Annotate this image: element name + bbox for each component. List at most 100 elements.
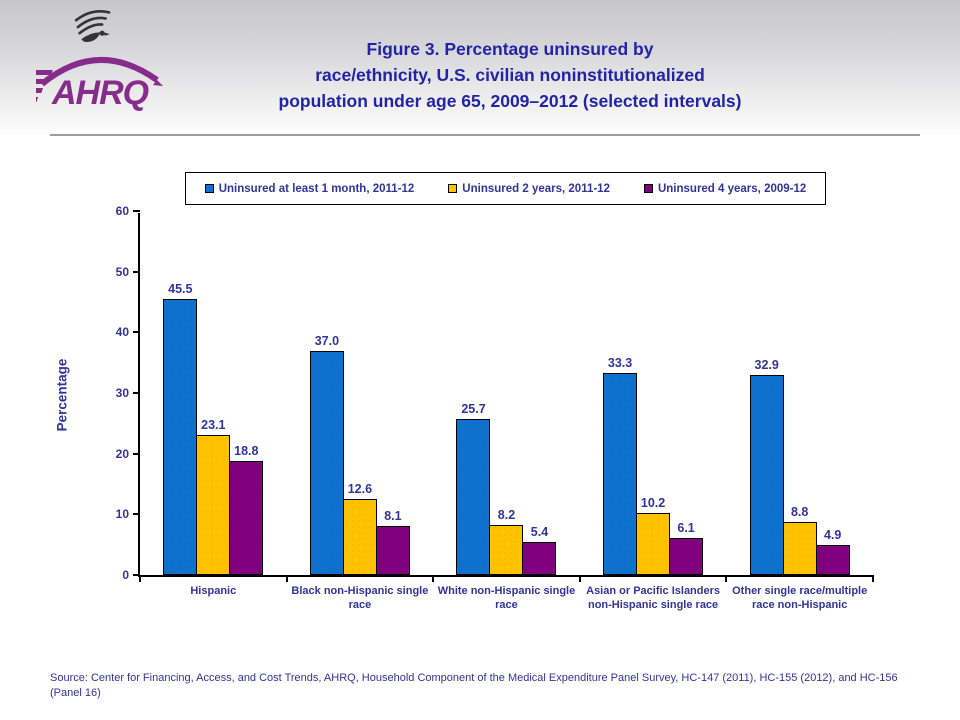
bar-group: 32.9 8.8 4.9 — [726, 213, 873, 575]
bar-group: 45.5 23.1 18.8 — [140, 213, 287, 575]
bar — [522, 542, 557, 575]
figure-title: Figure 3. Percentage uninsured by race/e… — [110, 36, 910, 114]
bar — [196, 434, 231, 575]
bar-column: 5.4 — [522, 525, 557, 575]
bar — [636, 513, 671, 575]
legend-item: Uninsured 2 years, 2011-12 — [448, 183, 610, 195]
y-axis-tick-label: 60 — [115, 204, 129, 218]
y-axis-tick — [133, 513, 140, 516]
legend-marker-icon — [448, 184, 458, 193]
x-axis-tick — [285, 575, 288, 582]
bar-group: 33.3 10.2 6.1 — [580, 213, 727, 575]
bar-value-label: 45.5 — [168, 281, 193, 296]
figure-title-line-1: Figure 3. Percentage uninsured by — [366, 39, 654, 59]
bar-value-label: 12.6 — [347, 481, 373, 496]
bar-column: 6.1 — [669, 521, 704, 575]
bar — [456, 419, 491, 575]
bar-value-label: 32.9 — [754, 358, 779, 373]
category-label: White non-Hispanic single race — [437, 585, 576, 611]
bar — [782, 521, 817, 575]
y-axis-tick — [133, 574, 140, 576]
source-note: Source: Center for Financing, Access, an… — [50, 672, 898, 699]
legend-label: Uninsured 4 years, 2009-12 — [657, 182, 807, 195]
bar-value-label: 33.3 — [607, 355, 633, 370]
bar-value-label: 25.7 — [461, 402, 486, 417]
y-axis-tick — [133, 392, 140, 394]
header-band — [0, 0, 960, 134]
hhs-eagle-icon — [74, 9, 111, 43]
legend-marker-icon — [204, 184, 214, 193]
ahrq-logo: AHRQ — [36, 4, 186, 124]
chart-legend: Uninsured at least 1 month, 2011-12 Unins… — [185, 172, 826, 205]
bar-value-label: 4.9 — [823, 528, 842, 543]
ahrq-logo-text: AHRQ — [51, 74, 149, 112]
bar-column: 23.1 — [196, 417, 231, 575]
bar-value-label: 8.8 — [790, 504, 809, 519]
bar — [375, 525, 410, 575]
bar-value-label: 18.8 — [234, 443, 259, 458]
bar-group: 25.7 8.2 5.4 — [433, 213, 580, 575]
ahrq-logo-mark: AHRQ — [36, 57, 163, 112]
y-axis-title: Percentage — [54, 358, 70, 432]
category-label: Asian or Pacific Islanders non-Hispanic … — [586, 585, 721, 611]
bar-group: 37.0 12.6 8.1 — [287, 213, 434, 575]
bar — [603, 372, 638, 575]
y-axis-tick-label: 40 — [115, 325, 129, 340]
bar-value-label: 23.1 — [201, 417, 226, 432]
y-axis-tick-label: 10 — [115, 507, 129, 522]
bar-value-label: 10.2 — [640, 496, 666, 511]
bar — [669, 538, 704, 575]
bar-column: 32.9 — [749, 358, 784, 575]
header-divider — [50, 134, 920, 136]
legend-item: Uninsured at least 1 month, 2011-12 — [204, 182, 415, 195]
bar-column: 4.9 — [815, 528, 850, 575]
y-axis-tick — [133, 331, 140, 334]
bar-column: 33.3 — [603, 355, 638, 575]
bar-column: 8.1 — [375, 508, 410, 575]
x-axis-tick — [139, 575, 141, 582]
y-axis-tick — [133, 210, 140, 212]
y-axis-tick — [133, 270, 140, 273]
y-axis-tick-label: 30 — [115, 386, 129, 400]
legend-label: Uninsured 2 years, 2011-12 — [462, 182, 610, 195]
bar-column: 45.5 — [163, 281, 198, 575]
y-axis-tick-label: 50 — [115, 264, 129, 279]
bar-column: 10.2 — [636, 496, 671, 575]
bar — [229, 460, 264, 575]
y-axis-tick — [133, 452, 140, 455]
bar-column: 12.6 — [342, 481, 377, 575]
category-label: Hispanic — [190, 585, 237, 597]
bar-groups: 45.5 23.1 18.8 37.0 12.6 8.1 25.7 8.2 5.4 33.3 10.… — [140, 213, 873, 575]
bar — [749, 375, 784, 575]
x-axis-tick — [725, 575, 728, 582]
x-axis-tick — [872, 575, 874, 582]
figure-title-line-2: race/ethnicity, U.S. civilian noninstitu… — [315, 65, 705, 85]
y-axis-tick-label: 20 — [115, 446, 129, 461]
bar-column: 18.8 — [229, 443, 264, 575]
bar — [815, 545, 850, 575]
bar-value-label: 8.1 — [384, 508, 402, 523]
category-label: Other single race/multiple race non-Hisp… — [732, 585, 868, 611]
x-axis-tick — [432, 575, 435, 582]
legend-label: Uninsured at least 1 month, 2011-12 — [218, 182, 415, 195]
bar-value-label: 37.0 — [314, 333, 340, 348]
y-axis-tick-label: 0 — [122, 568, 129, 582]
bar-column: 8.8 — [782, 504, 817, 575]
bar-column: 37.0 — [309, 333, 344, 575]
bar-value-label: 5.4 — [530, 525, 549, 540]
bar — [309, 350, 344, 575]
legend-item: Uninsured 4 years, 2009-12 — [643, 182, 807, 195]
bar — [489, 525, 524, 575]
x-axis-labels: Hispanic Black non-Hispanic single race Wh… — [140, 584, 873, 612]
legend-marker-icon — [643, 184, 653, 193]
figure-title-line-3: population under age 65, 2009–2012 (sele… — [278, 91, 742, 111]
x-axis-tick — [578, 575, 581, 582]
bar-value-label: 6.1 — [677, 521, 695, 535]
bar-column: 25.7 — [456, 402, 491, 575]
category-label: Black non-Hispanic single race — [291, 585, 429, 611]
plot-area: 45.5 23.1 18.8 37.0 12.6 8.1 25.7 8.2 5.4 33.3 10.… — [116, 204, 874, 611]
bar-column: 8.2 — [489, 508, 524, 575]
bar-value-label: 8.2 — [497, 508, 516, 523]
bar — [342, 498, 377, 575]
